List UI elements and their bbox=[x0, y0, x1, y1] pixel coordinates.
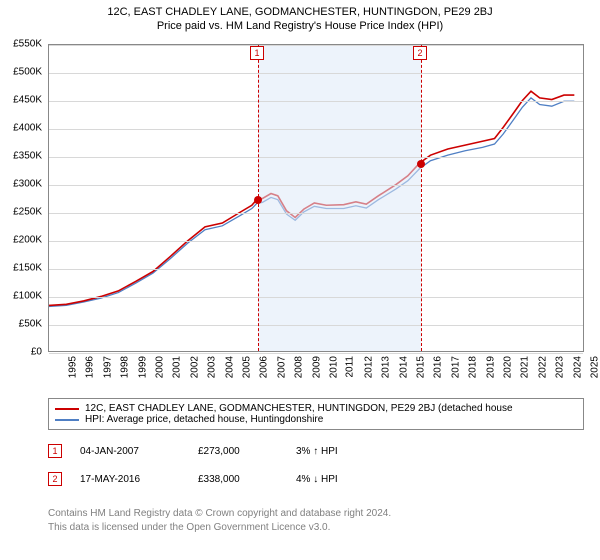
footnote-2: This data is licensed under the Open Gov… bbox=[48, 522, 330, 533]
x-tick-label: 2012 bbox=[363, 356, 374, 378]
marker-point bbox=[254, 196, 262, 204]
transaction-price: £273,000 bbox=[198, 446, 278, 457]
transaction-price: £338,000 bbox=[198, 474, 278, 485]
x-tick-label: 1999 bbox=[137, 356, 148, 378]
y-tick-label: £250K bbox=[0, 207, 42, 218]
y-tick-label: £350K bbox=[0, 151, 42, 162]
legend-label: 12C, EAST CHADLEY LANE, GODMANCHESTER, H… bbox=[85, 403, 513, 414]
x-tick-label: 2003 bbox=[206, 356, 217, 378]
gridline bbox=[49, 297, 583, 298]
gridline bbox=[49, 325, 583, 326]
y-tick-label: £500K bbox=[0, 67, 42, 78]
transaction-date: 17-MAY-2016 bbox=[80, 474, 180, 485]
transaction-date: 04-JAN-2007 bbox=[80, 446, 180, 457]
transaction-row: 1 04-JAN-2007 £273,000 3% ↑ HPI bbox=[48, 444, 338, 458]
x-tick-label: 1996 bbox=[85, 356, 96, 378]
gridline bbox=[49, 73, 583, 74]
chart-container: 12C, EAST CHADLEY LANE, GODMANCHESTER, H… bbox=[0, 0, 600, 560]
x-tick-label: 2021 bbox=[520, 356, 531, 378]
marker-point bbox=[417, 160, 425, 168]
gridline bbox=[49, 185, 583, 186]
shaded-band bbox=[258, 45, 421, 351]
x-tick-label: 2013 bbox=[380, 356, 391, 378]
y-tick-label: £450K bbox=[0, 95, 42, 106]
legend: 12C, EAST CHADLEY LANE, GODMANCHESTER, H… bbox=[48, 398, 584, 430]
y-tick-label: £300K bbox=[0, 179, 42, 190]
x-tick-label: 2007 bbox=[276, 356, 287, 378]
x-tick-label: 2011 bbox=[345, 356, 356, 378]
gridline bbox=[49, 269, 583, 270]
x-tick-label: 1995 bbox=[67, 356, 78, 378]
x-tick-label: 2009 bbox=[311, 356, 322, 378]
x-tick-label: 2024 bbox=[572, 356, 583, 378]
gridline bbox=[49, 129, 583, 130]
x-tick-label: 2019 bbox=[485, 356, 496, 378]
x-tick-label: 2020 bbox=[502, 356, 513, 378]
gridline bbox=[49, 45, 583, 46]
legend-row: HPI: Average price, detached house, Hunt… bbox=[55, 414, 577, 425]
x-tick-label: 2000 bbox=[154, 356, 165, 378]
gridline bbox=[49, 213, 583, 214]
y-tick-label: £550K bbox=[0, 39, 42, 50]
x-tick-label: 1998 bbox=[119, 356, 130, 378]
gridline bbox=[49, 101, 583, 102]
y-tick-label: £150K bbox=[0, 263, 42, 274]
x-tick-label: 2016 bbox=[433, 356, 444, 378]
gridline bbox=[49, 353, 583, 354]
legend-swatch bbox=[55, 408, 79, 410]
chart-subtitle: Price paid vs. HM Land Registry's House … bbox=[0, 18, 600, 32]
gridline bbox=[49, 241, 583, 242]
y-tick-label: £0 bbox=[0, 347, 42, 358]
plot-area bbox=[48, 44, 584, 352]
x-tick-label: 2018 bbox=[468, 356, 479, 378]
transaction-marker: 2 bbox=[48, 472, 62, 486]
transaction-marker: 1 bbox=[48, 444, 62, 458]
x-tick-label: 2025 bbox=[589, 356, 600, 378]
transaction-delta: 4% ↓ HPI bbox=[296, 474, 338, 485]
marker-tag: 2 bbox=[413, 46, 427, 60]
x-tick-label: 2014 bbox=[398, 356, 409, 378]
y-tick-label: £50K bbox=[0, 319, 42, 330]
x-tick-label: 2001 bbox=[172, 356, 183, 378]
transaction-row: 2 17-MAY-2016 £338,000 4% ↓ HPI bbox=[48, 472, 338, 486]
legend-row: 12C, EAST CHADLEY LANE, GODMANCHESTER, H… bbox=[55, 403, 577, 414]
x-tick-label: 2002 bbox=[189, 356, 200, 378]
chart-title: 12C, EAST CHADLEY LANE, GODMANCHESTER, H… bbox=[0, 0, 600, 18]
x-tick-label: 2006 bbox=[259, 356, 270, 378]
legend-swatch bbox=[55, 419, 79, 421]
x-tick-label: 2023 bbox=[555, 356, 566, 378]
transaction-delta: 3% ↑ HPI bbox=[296, 446, 338, 457]
x-tick-label: 2008 bbox=[293, 356, 304, 378]
marker-tag: 1 bbox=[250, 46, 264, 60]
footnote-1: Contains HM Land Registry data © Crown c… bbox=[48, 508, 391, 519]
y-tick-label: £400K bbox=[0, 123, 42, 134]
x-tick-label: 1997 bbox=[102, 356, 113, 378]
x-tick-label: 2022 bbox=[537, 356, 548, 378]
y-tick-label: £200K bbox=[0, 235, 42, 246]
x-tick-label: 2004 bbox=[224, 356, 235, 378]
gridline bbox=[49, 157, 583, 158]
x-tick-label: 2010 bbox=[328, 356, 339, 378]
x-tick-label: 2005 bbox=[241, 356, 252, 378]
y-tick-label: £100K bbox=[0, 291, 42, 302]
marker-vline bbox=[421, 45, 422, 351]
x-tick-label: 2015 bbox=[415, 356, 426, 378]
legend-label: HPI: Average price, detached house, Hunt… bbox=[85, 414, 323, 425]
x-tick-label: 2017 bbox=[450, 356, 461, 378]
